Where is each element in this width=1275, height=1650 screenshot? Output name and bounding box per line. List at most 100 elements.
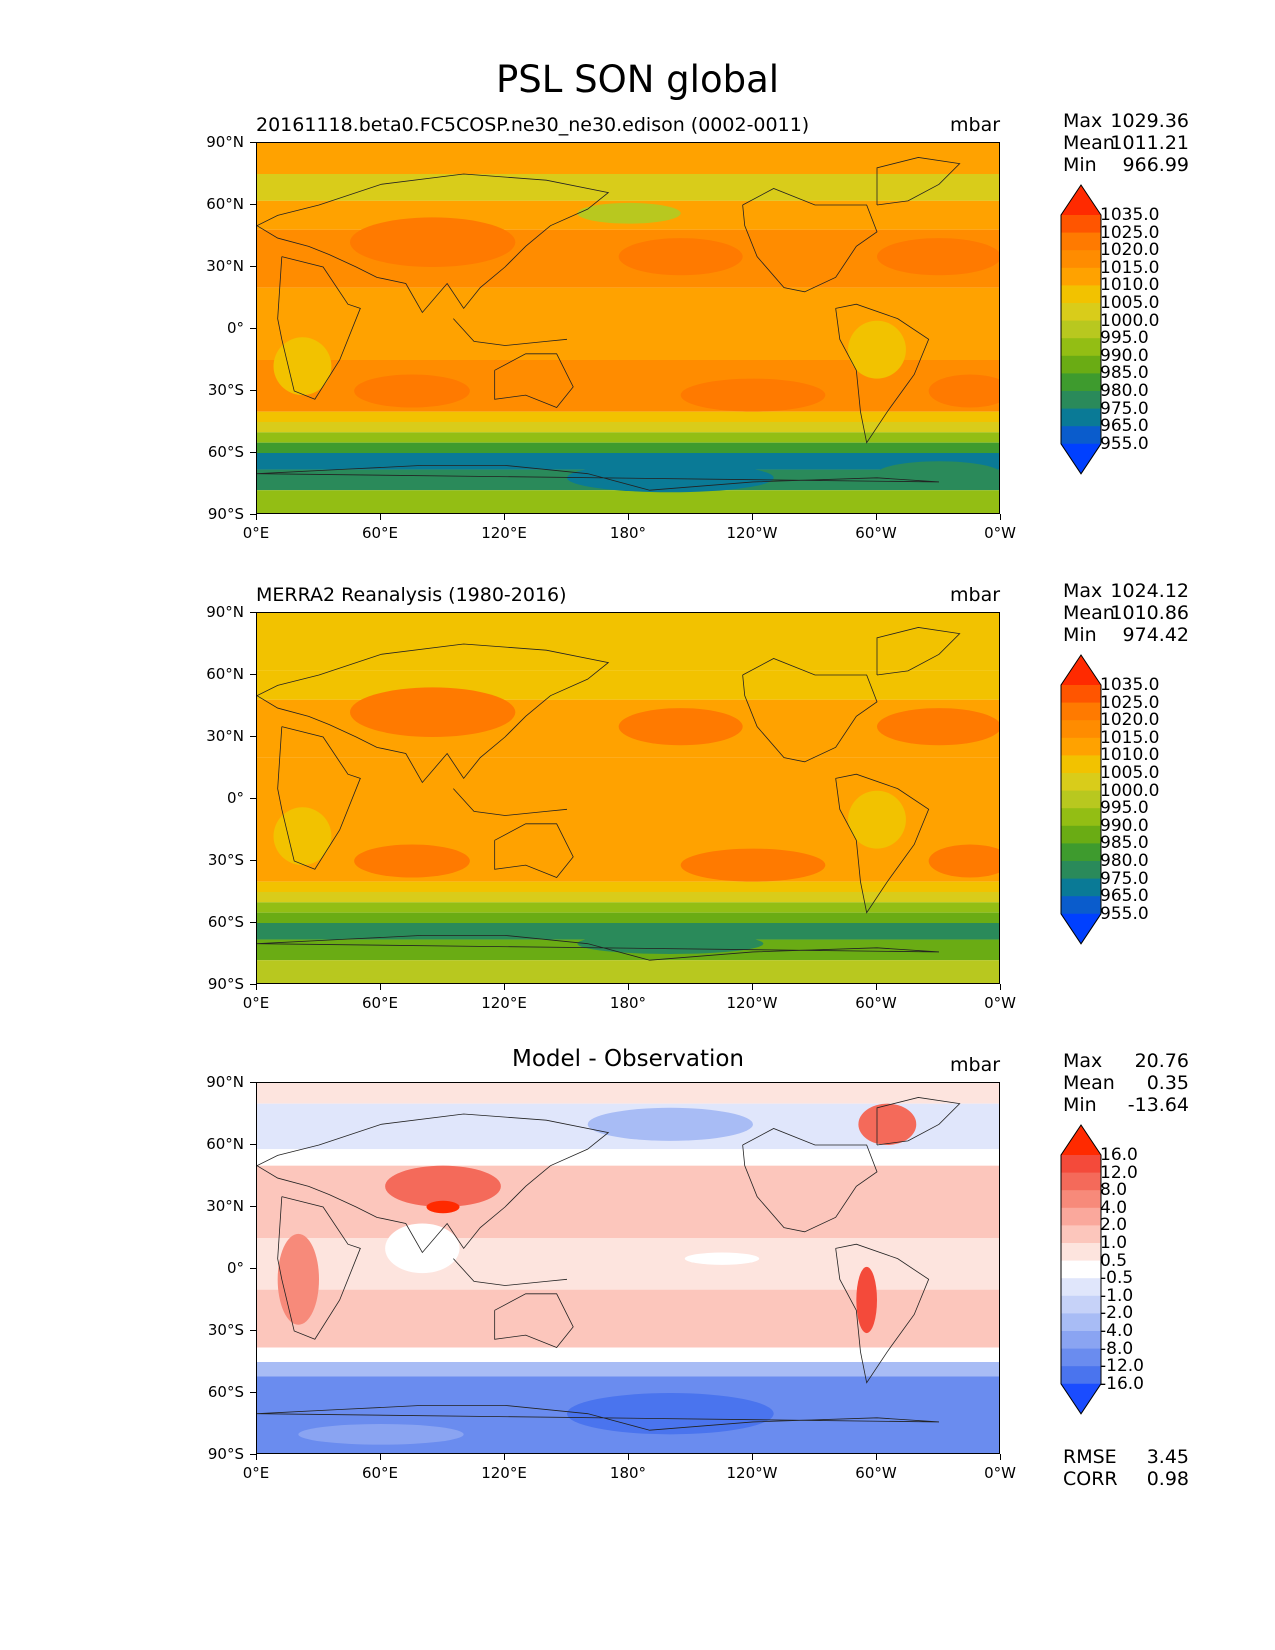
y-tick-mark	[250, 1454, 256, 1455]
x-tick-mark	[628, 514, 629, 520]
colorbar-segment	[1061, 338, 1101, 357]
colorbar-tick-label: 1005.0	[1100, 763, 1160, 783]
field-band	[257, 1165, 999, 1238]
y-tick-mark	[250, 1144, 256, 1145]
corr-metric: CORR 0.98	[1063, 1468, 1189, 1490]
map-plot	[256, 612, 1000, 984]
colorbar-segment	[1061, 1190, 1101, 1209]
field-anomaly	[928, 374, 999, 408]
field-band	[257, 1289, 999, 1348]
coastline	[835, 773, 930, 914]
y-tick-label: 30°S	[207, 851, 244, 869]
field-anomaly	[354, 844, 470, 878]
colorbar-tick-label: 1015.0	[1100, 727, 1160, 748]
colorbar-segment	[1061, 373, 1101, 392]
colorbar-tick-label: 980.0	[1100, 381, 1149, 401]
rmse-value: 3.45	[1146, 1446, 1189, 1468]
colorbar-tick-label: 990.0	[1100, 815, 1149, 836]
mean-value: 1010.86	[1110, 602, 1189, 624]
colorbar-extend-max	[1061, 655, 1101, 685]
colorbar-segment	[1061, 737, 1101, 756]
y-tick-label: 30°S	[207, 381, 244, 399]
y-tick-label: 60°N	[206, 1135, 244, 1153]
field-anomaly	[354, 374, 470, 408]
panel-title: 20161118.beta0.FC5COSP.ne30_ne30.edison …	[256, 114, 810, 136]
colorbar-segment	[1061, 285, 1101, 304]
y-tick-label: 0°	[226, 319, 244, 337]
x-tick-label: 0°E	[242, 1464, 270, 1482]
colorbar-segment	[1061, 808, 1101, 827]
colorbar-tick-label: 1035.0	[1100, 675, 1160, 695]
colorbar-segment	[1061, 1207, 1101, 1226]
field-band	[257, 912, 999, 923]
colorbar-tick-label: 975.0	[1100, 868, 1149, 889]
panel-title: MERRA2 Reanalysis (1980-2016)	[256, 584, 567, 606]
x-tick-label: 60°W	[855, 1464, 897, 1482]
colorbar-tick-label: -0.5	[1100, 1268, 1134, 1289]
field-anomaly	[273, 807, 332, 866]
colorbar-segment	[1061, 250, 1101, 269]
stats-box: Max 1029.36 Mean 1011.21 Min 966.99	[1063, 110, 1189, 176]
y-tick-mark	[250, 612, 256, 613]
y-tick-mark	[250, 674, 256, 675]
y-tick-label: 60°N	[206, 665, 244, 683]
field-anomaly	[350, 687, 516, 737]
y-tick-label: 60°S	[207, 1383, 244, 1401]
y-tick-mark	[250, 514, 256, 515]
field-anomaly	[877, 238, 999, 276]
mean-label: Mean	[1063, 602, 1115, 624]
field-anomaly	[298, 1424, 464, 1445]
colorbar-tick-label: 12.0	[1100, 1162, 1138, 1183]
field-band	[257, 490, 999, 513]
y-tick-label: 90°N	[206, 603, 244, 621]
x-tick-mark	[504, 1454, 505, 1460]
colorbar-tick-label: -16.0	[1100, 1373, 1144, 1394]
coastline	[277, 256, 361, 400]
y-tick-mark	[250, 204, 256, 205]
colorbar-extend-min	[1061, 443, 1101, 474]
coastline	[257, 643, 610, 784]
mean-label: Mean	[1063, 132, 1115, 154]
colorbar-extend-min	[1061, 913, 1101, 944]
field-anomaly	[928, 844, 999, 878]
field-anomaly	[277, 1233, 319, 1325]
field-anomaly	[877, 708, 999, 746]
rmse-metric: RMSE 3.45	[1063, 1446, 1189, 1468]
page-title: PSL SON global	[495, 58, 780, 101]
colorbar-segment	[1061, 773, 1101, 792]
stats-box: Max 1024.12 Mean 1010.86 Min 974.42	[1063, 580, 1189, 646]
field-band	[257, 432, 999, 443]
colorbar-tick-label: 985.0	[1100, 363, 1149, 384]
colorbar-tick-label: -4.0	[1100, 1321, 1134, 1341]
colorbar-tick-label: 8.0	[1100, 1180, 1128, 1201]
colorbar-tick-label: 1015.0	[1100, 257, 1160, 278]
coastline	[494, 823, 574, 879]
x-tick-label: 0°W	[984, 994, 1016, 1012]
x-tick-mark	[876, 514, 877, 520]
colorbar-segment	[1061, 355, 1101, 374]
colorbar-segment	[1061, 1243, 1101, 1262]
x-tick-mark	[256, 1454, 257, 1460]
colorbar-extend-max	[1061, 1125, 1101, 1155]
coastline	[277, 726, 361, 870]
colorbar-tick-label: 1010.0	[1100, 745, 1160, 766]
field-anomaly	[567, 1393, 774, 1435]
coastline	[453, 788, 568, 816]
colorbar-segment	[1061, 896, 1101, 915]
field-band	[257, 422, 999, 433]
y-tick-label: 30°N	[206, 257, 244, 275]
x-tick-mark	[1000, 514, 1001, 520]
y-tick-mark	[250, 736, 256, 737]
colorbar-segment	[1061, 1331, 1101, 1350]
min-value: -13.64	[1127, 1094, 1189, 1116]
x-tick-mark	[380, 984, 381, 990]
field-band	[257, 411, 999, 422]
colorbar-segment	[1061, 391, 1101, 410]
colorbar-tick-label: 16.0	[1100, 1145, 1138, 1165]
x-tick-label: 180°	[609, 524, 647, 542]
y-tick-label: 90°N	[206, 1073, 244, 1091]
stats-box: Max 20.76 Mean 0.35 Min -13.64	[1063, 1050, 1189, 1116]
x-tick-label: 180°	[609, 994, 647, 1012]
x-tick-label: 60°W	[855, 524, 897, 542]
colorbar-segment	[1061, 408, 1101, 427]
